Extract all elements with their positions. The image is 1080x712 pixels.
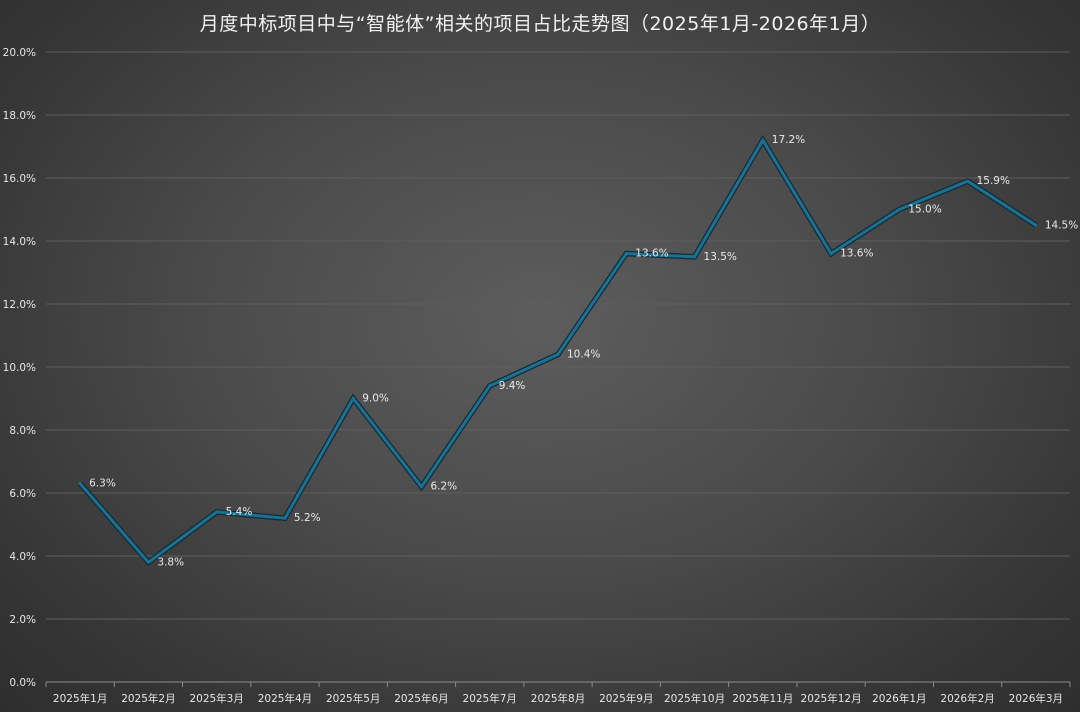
data-point	[283, 516, 287, 520]
data-point	[897, 208, 901, 211]
y-axis: 0.0% 2.0% 4.0% 6.0% 8.0% 10.0% 12.0% 14.0% 16.0%…	[3, 47, 36, 689]
x-axis-labels: 2025年1月 2025年2月 2025年3月 2025年4月 2025年5月 2025年…	[53, 692, 1063, 705]
data-label: 9.4%	[499, 380, 526, 392]
data-point	[693, 255, 697, 259]
data-label: 13.6%	[840, 248, 873, 260]
data-label: 13.5%	[704, 251, 737, 263]
y-tick-label: 10.0%	[3, 362, 36, 374]
series-line-shadow	[78, 134, 1038, 567]
x-tick-label: 2026年3月	[1009, 692, 1063, 705]
x-tick-label: 2025年8月	[531, 692, 585, 705]
y-tick-label: 20.0%	[3, 47, 36, 59]
x-tick-label: 2025年6月	[394, 692, 448, 705]
data-point	[215, 510, 219, 514]
data-label: 9.0%	[362, 393, 389, 405]
data-point	[556, 352, 560, 356]
data-point	[761, 138, 765, 142]
data-point	[624, 252, 628, 256]
x-tick-label: 2025年3月	[189, 692, 243, 705]
y-tick-label: 18.0%	[3, 110, 36, 122]
data-label: 15.0%	[908, 204, 941, 216]
y-tick-label: 4.0%	[9, 551, 36, 563]
y-tick-label: 2.0%	[9, 614, 36, 626]
grid-lines	[46, 51, 1070, 620]
y-tick-label: 16.0%	[3, 173, 36, 185]
x-tick-label: 2025年12月	[801, 692, 862, 705]
data-label: 14.5%	[1045, 219, 1078, 231]
data-label: 5.4%	[226, 506, 253, 518]
data-point	[829, 252, 833, 256]
data-label: 5.2%	[294, 512, 321, 524]
data-point	[966, 179, 970, 183]
x-tick-label: 2025年9月	[599, 692, 653, 705]
data-label: 17.2%	[772, 134, 805, 146]
data-point	[1034, 223, 1038, 227]
series-layer	[78, 134, 1038, 567]
data-label: 13.6%	[635, 248, 668, 260]
y-tick-label: 0.0%	[9, 677, 36, 689]
data-label: 6.3%	[89, 478, 116, 490]
data-point	[146, 560, 150, 564]
x-tick-label: 2025年11月	[732, 692, 793, 705]
x-tick-label: 2025年2月	[121, 692, 175, 705]
y-tick-label: 8.0%	[9, 425, 36, 437]
data-point	[488, 384, 492, 388]
x-tick-label: 2025年7月	[463, 692, 517, 705]
x-axis	[45, 681, 1071, 687]
data-point	[351, 397, 355, 400]
x-tick-label: 2025年5月	[326, 692, 380, 705]
y-tick-label: 12.0%	[3, 299, 36, 311]
data-labels: 6.3% 3.8% 5.4% 5.2% 9.0% 6.2% 9.4% 10.4% 13.6% 13…	[89, 134, 1078, 568]
data-label: 3.8%	[157, 556, 184, 568]
y-tick-label: 14.0%	[3, 236, 36, 248]
x-tick-label: 2025年4月	[258, 692, 312, 705]
x-tick-label: 2025年1月	[53, 692, 107, 705]
x-tick-label: 2026年2月	[940, 692, 994, 705]
y-tick-label: 6.0%	[9, 488, 36, 500]
data-label: 10.4%	[567, 348, 600, 360]
data-point	[419, 485, 423, 489]
data-label: 6.2%	[430, 481, 457, 493]
chart-title: 月度中标项目中与“智能体”相关的项目占比走势图（2025年1月-2026年1月）	[199, 13, 881, 35]
x-tick-label: 2025年10月	[664, 692, 725, 705]
data-point	[78, 482, 82, 486]
data-label: 15.9%	[977, 175, 1010, 187]
x-tick-label: 2026年1月	[872, 692, 926, 705]
